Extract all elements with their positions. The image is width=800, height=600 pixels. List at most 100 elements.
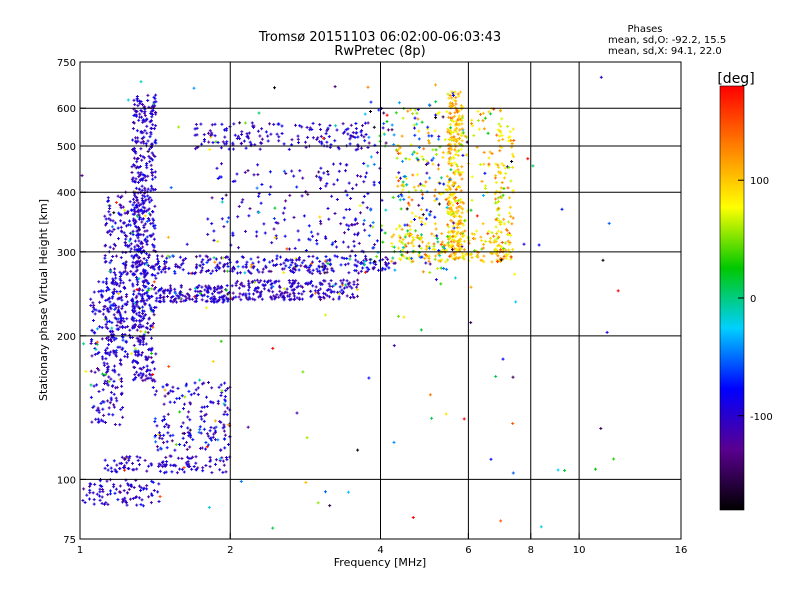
data-point xyxy=(134,350,136,354)
data-point xyxy=(375,263,377,266)
data-point xyxy=(356,221,358,225)
data-point xyxy=(90,482,92,486)
data-point xyxy=(139,456,141,460)
data-point xyxy=(187,465,189,468)
data-point xyxy=(90,395,92,399)
data-point xyxy=(150,324,151,328)
data-point xyxy=(283,142,285,146)
data-point xyxy=(140,109,142,112)
data-point xyxy=(102,312,104,316)
data-point xyxy=(139,263,141,267)
data-point xyxy=(325,255,327,259)
data-point xyxy=(151,264,153,268)
data-point xyxy=(209,437,211,440)
data-point xyxy=(453,180,455,184)
data-point xyxy=(245,263,247,267)
data-point xyxy=(263,222,265,226)
data-point xyxy=(119,362,121,365)
data-point xyxy=(227,265,229,268)
data-point xyxy=(179,467,181,471)
data-point xyxy=(124,211,126,215)
data-point xyxy=(145,179,147,182)
data-point xyxy=(162,419,163,423)
data-point xyxy=(167,392,169,396)
data-point xyxy=(121,391,123,395)
data-point xyxy=(133,163,135,167)
data-point xyxy=(329,145,331,149)
data-point xyxy=(232,269,234,273)
data-point xyxy=(292,279,294,282)
data-point xyxy=(134,248,136,252)
data-point xyxy=(250,257,252,261)
data-point xyxy=(270,286,272,290)
data-point xyxy=(149,120,151,124)
data-point xyxy=(139,306,141,310)
data-point xyxy=(122,324,124,328)
data-point xyxy=(309,270,311,274)
data-point xyxy=(284,218,286,222)
data-point xyxy=(169,284,171,288)
data-point xyxy=(91,354,93,358)
data-point xyxy=(119,312,121,316)
data-point xyxy=(269,170,271,174)
data-point xyxy=(311,294,312,298)
data-point xyxy=(148,287,150,291)
data-point xyxy=(454,90,456,94)
data-point xyxy=(360,262,362,265)
data-point xyxy=(273,122,275,126)
data-point xyxy=(169,289,171,293)
data-point xyxy=(219,468,221,472)
data-point xyxy=(319,265,320,269)
data-point xyxy=(125,243,127,247)
data-point xyxy=(151,234,153,238)
data-point xyxy=(214,286,215,290)
data-point xyxy=(239,121,241,125)
data-point xyxy=(149,196,151,200)
data-point xyxy=(104,379,106,383)
data-point xyxy=(226,220,228,224)
data-point xyxy=(363,259,365,263)
data-point xyxy=(116,290,118,294)
data-point xyxy=(135,136,137,140)
data-point xyxy=(111,326,113,330)
data-point xyxy=(109,229,111,233)
data-point xyxy=(269,192,271,196)
data-point xyxy=(319,269,321,273)
data-point xyxy=(155,286,156,289)
data-point xyxy=(195,299,197,303)
data-point xyxy=(341,292,343,296)
data-point xyxy=(320,282,322,286)
data-point xyxy=(121,272,123,276)
data-point xyxy=(227,292,229,296)
data-point xyxy=(462,153,464,157)
data-point xyxy=(206,432,208,436)
data-point xyxy=(121,384,123,388)
data-point xyxy=(155,100,157,104)
data-point xyxy=(144,119,146,123)
data-point xyxy=(289,281,291,285)
data-point xyxy=(115,351,117,355)
data-point xyxy=(172,390,174,393)
data-point xyxy=(178,294,180,298)
data-point xyxy=(188,389,190,393)
data-point xyxy=(226,127,228,131)
data-point xyxy=(346,279,348,283)
data-point xyxy=(261,127,263,131)
data-point xyxy=(338,169,340,173)
data-point xyxy=(166,288,168,292)
data-point xyxy=(296,264,298,268)
data-point xyxy=(384,267,386,271)
data-point xyxy=(245,146,247,150)
data-point xyxy=(140,338,142,342)
data-point xyxy=(273,217,275,220)
data-point xyxy=(122,317,124,321)
data-point xyxy=(124,221,126,225)
data-point xyxy=(142,337,144,341)
data-point xyxy=(204,138,205,141)
data-point xyxy=(189,428,191,432)
data-point xyxy=(110,259,112,263)
data-point xyxy=(366,266,368,270)
data-point xyxy=(106,277,108,281)
data-point xyxy=(150,373,152,377)
data-point xyxy=(316,256,318,260)
